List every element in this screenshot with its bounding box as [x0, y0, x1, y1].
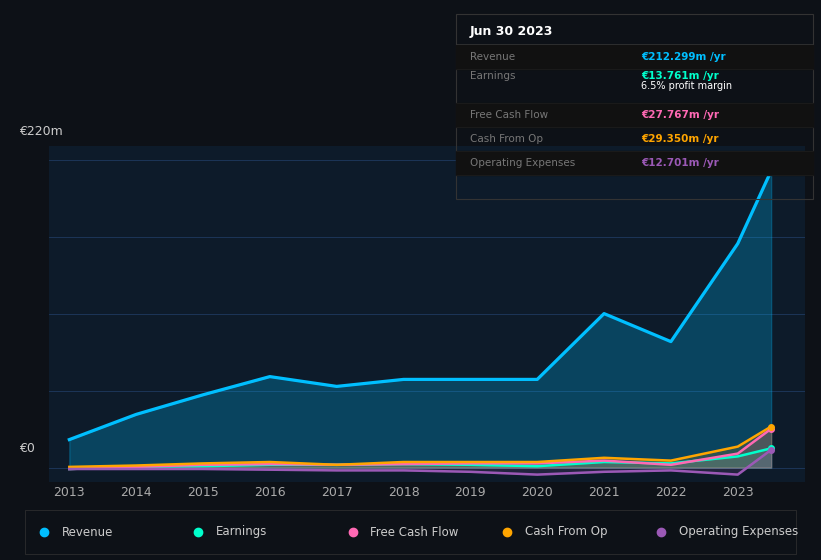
Text: Earnings: Earnings [470, 71, 516, 81]
Text: Revenue: Revenue [62, 525, 113, 539]
Text: Revenue: Revenue [470, 53, 515, 62]
Text: Operating Expenses: Operating Expenses [679, 525, 798, 539]
Text: Jun 30 2023: Jun 30 2023 [470, 25, 553, 38]
Bar [456, 151, 813, 175]
Text: €27.767m /yr: €27.767m /yr [641, 110, 719, 120]
Text: 6.5% profit margin: 6.5% profit margin [641, 81, 732, 91]
Text: Earnings: Earnings [216, 525, 268, 539]
Text: €12.701m /yr: €12.701m /yr [641, 158, 719, 168]
Bar [456, 45, 813, 69]
Text: Free Cash Flow: Free Cash Flow [370, 525, 459, 539]
Text: Free Cash Flow: Free Cash Flow [470, 110, 548, 120]
Text: €212.299m /yr: €212.299m /yr [641, 53, 726, 62]
Text: €29.350m /yr: €29.350m /yr [641, 134, 719, 144]
Bar [456, 102, 813, 127]
Text: Operating Expenses: Operating Expenses [470, 158, 576, 168]
Text: €13.761m /yr: €13.761m /yr [641, 71, 719, 81]
Text: Cash From Op: Cash From Op [470, 134, 543, 144]
Text: €220m: €220m [19, 125, 62, 138]
Text: €0: €0 [19, 442, 35, 455]
Text: Cash From Op: Cash From Op [525, 525, 608, 539]
